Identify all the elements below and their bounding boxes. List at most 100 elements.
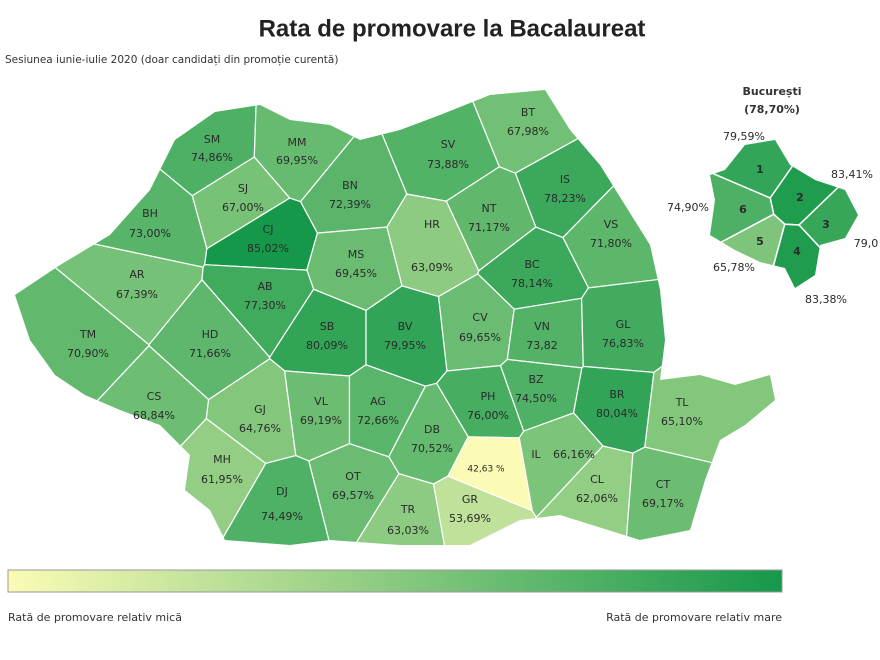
county-code: MS	[348, 248, 364, 261]
county-rate: 76,83%	[602, 337, 644, 350]
bucharest-total: (78,70%)	[744, 103, 800, 116]
county-code: MM	[288, 136, 307, 149]
sector-number: 5	[756, 235, 764, 248]
county-rate: 63,03%	[387, 524, 429, 537]
county-code: CT	[656, 478, 671, 491]
county-code: PH	[481, 390, 496, 403]
county-code: AR	[129, 268, 145, 281]
county-rate: 69,45%	[335, 267, 377, 280]
subtitle: Sesiunea iunie-iulie 2020 (doar candidaț…	[5, 54, 338, 66]
county-rate: 70,52%	[411, 442, 453, 455]
sector-number: 3	[822, 218, 830, 231]
county-rate: 80,09%	[306, 339, 348, 352]
county-rate: 65,10%	[661, 415, 703, 428]
county-rate: 74,50%	[515, 392, 557, 405]
county-rate: 64,76%	[239, 422, 281, 435]
county-code: BC	[524, 258, 539, 271]
sector-rate: 79,0	[854, 237, 879, 250]
county-rate: 66,16%	[553, 448, 595, 461]
county-rate: 73,00%	[129, 227, 171, 240]
county-rate: 78,23%	[544, 192, 586, 205]
county-rate: 72,66%	[357, 414, 399, 427]
county-code: TR	[400, 503, 416, 516]
county-code: BT	[521, 106, 536, 119]
county-code: AB	[257, 280, 272, 293]
county-rate: 62,06%	[576, 492, 618, 505]
county-code: BZ	[528, 373, 544, 386]
county-code: SB	[320, 320, 335, 333]
county-rate: 77,30%	[244, 299, 286, 312]
county-rate: 42,63 %	[467, 465, 505, 475]
county-rate: 76,00%	[467, 409, 509, 422]
county-rate: 71,17%	[468, 221, 510, 234]
county-rate: 63,09%	[411, 261, 453, 274]
county-rate: 71,66%	[189, 347, 231, 360]
county-rate: 73,82	[526, 339, 558, 352]
county-code: SV	[441, 138, 456, 151]
sector-rate: 74,90%	[667, 201, 709, 214]
county-code: BR	[609, 388, 625, 401]
county-code: DB	[424, 423, 440, 436]
county-code: OT	[345, 470, 361, 483]
bucharest-title: București	[742, 85, 801, 98]
county-code: IL	[531, 448, 541, 461]
county-code: SJ	[238, 182, 248, 195]
county-rate: 67,00%	[222, 201, 264, 214]
sector-rate: 83,41%	[831, 168, 873, 181]
county-rate: 74,86%	[191, 151, 233, 164]
county-code: CV	[472, 311, 488, 324]
sector-number: 4	[793, 245, 801, 258]
sector-rate: 65,78%	[713, 261, 755, 274]
county-code: TL	[675, 396, 690, 409]
county-code: NT	[482, 202, 497, 215]
county-code: DJ	[276, 485, 288, 498]
county-rate: 69,19%	[300, 414, 342, 427]
county-rate: 85,02%	[247, 242, 289, 255]
sector-rate: 79,59%	[723, 130, 765, 143]
county-code: IS	[560, 173, 570, 186]
sector-number: 2	[796, 191, 804, 204]
county-rate: 61,95%	[201, 473, 243, 486]
county-code: MH	[213, 453, 231, 466]
sector-number: 1	[756, 163, 764, 176]
county-rate: 74,49%	[261, 510, 303, 523]
label-layer: SM 74,86% MM 69,95% SV 73,88% BT 67,98% SJ 67,00%…	[67, 106, 878, 537]
county	[344, 472, 448, 545]
county-rate: 53,69%	[449, 512, 491, 525]
county-rate: 78,14%	[511, 277, 553, 290]
county-rate: 68,84%	[133, 409, 175, 422]
sector	[710, 166, 775, 255]
county-code: CL	[590, 473, 605, 486]
county-rate: 69,95%	[276, 154, 318, 167]
county-code: BN	[342, 179, 358, 192]
county-rate: 69,65%	[459, 331, 501, 344]
county-rate: 80,04%	[596, 407, 638, 420]
county-rate: 71,80%	[590, 237, 632, 250]
county-rate: 72,39%	[329, 198, 371, 211]
county	[506, 297, 584, 369]
county-code: CS	[147, 390, 162, 403]
county-rate: 79,95%	[384, 339, 426, 352]
county-rate: 73,88%	[427, 158, 469, 171]
legend-low: Rată de promovare relativ mică	[8, 611, 182, 624]
county-code: GL	[616, 318, 632, 331]
county-code: HD	[202, 328, 219, 341]
county-code: BH	[142, 207, 158, 220]
sector-rate: 83,38%	[805, 293, 847, 306]
legend-high: Rată de promovare relativ mare	[606, 611, 782, 624]
county-code: VS	[604, 218, 619, 231]
county	[209, 454, 335, 545]
county	[644, 268, 775, 482]
title: Rata de promovare la Bacalaureat	[259, 15, 646, 42]
county-code: CJ	[263, 223, 274, 236]
county-code: SM	[204, 133, 220, 146]
county-rate: 69,17%	[642, 497, 684, 510]
county-rate: 70,90%	[67, 347, 109, 360]
county-rate: 67,98%	[507, 125, 549, 138]
sector-number: 6	[739, 203, 747, 216]
county-code: BV	[398, 320, 413, 333]
county-code: AG	[370, 395, 386, 408]
county-code: VL	[314, 395, 329, 408]
county-rate: 69,57%	[332, 489, 374, 502]
